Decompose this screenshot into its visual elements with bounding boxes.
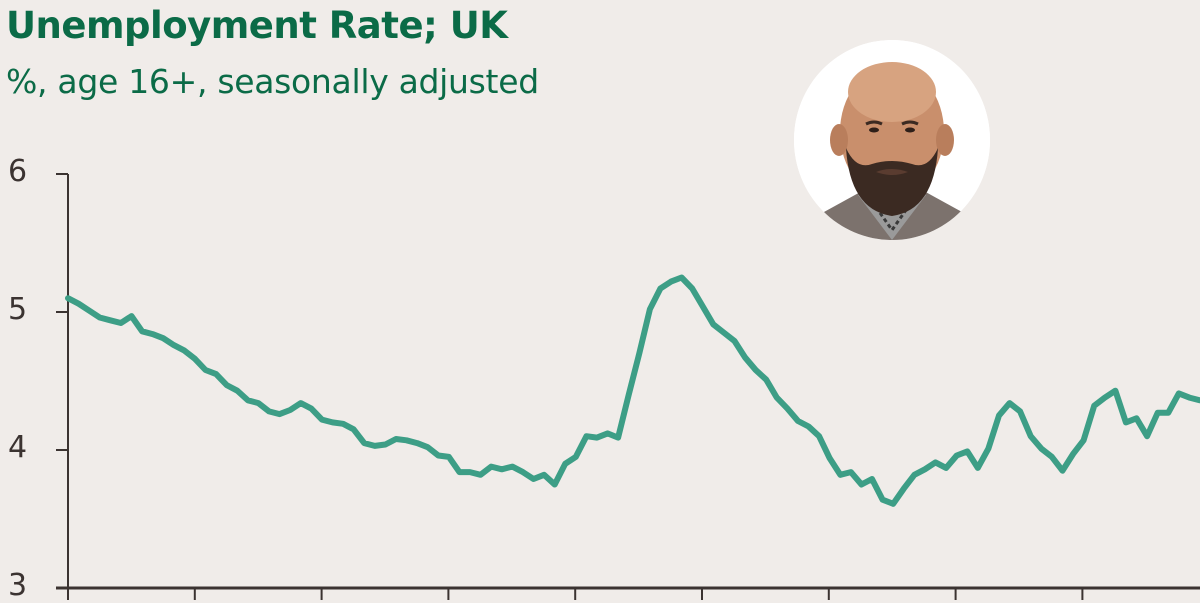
chart-title: Unemployment Rate; UK [6,4,508,47]
y-tick-label: 5 [8,292,28,327]
portrait-image [794,40,990,240]
y-tick-label: 4 [8,430,28,465]
unemployment-line [65,274,1200,507]
y-tick-label: 3 [8,568,28,603]
author-avatar [794,40,990,240]
chart-subtitle: %, age 16+, seasonally adjusted [6,62,539,101]
y-tick-label: 6 [8,154,28,189]
